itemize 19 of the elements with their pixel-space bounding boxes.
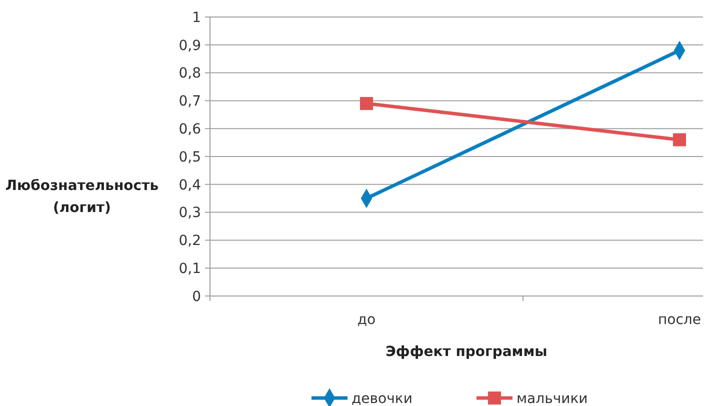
x-tick-label: до <box>357 312 376 328</box>
x-axis-title: Эффект программы <box>386 344 548 360</box>
y-tick-label: 0,2 <box>178 233 201 250</box>
y-tick-label: 0,8 <box>178 66 201 82</box>
y-tick-label: 0,9 <box>178 38 201 54</box>
point <box>672 133 686 146</box>
x-tick-label: после <box>658 312 701 328</box>
y-tick-label: 0 <box>192 288 201 305</box>
y-tick-label: 0,5 <box>178 149 201 166</box>
y-axis-title: Любознательность (логит) <box>5 178 159 216</box>
legend-label: мальчики <box>516 390 588 406</box>
y-tick-label: 0,3 <box>178 205 201 222</box>
y-tick-label: 1 <box>192 10 201 26</box>
y-tick-label: 0,1 <box>178 261 201 277</box>
legend-label: девочки <box>352 390 412 406</box>
y-tick-label: 0,4 <box>178 177 202 194</box>
y-tick-label: 0,6 <box>178 122 202 138</box>
y-tick-label: 0,7 <box>178 94 201 110</box>
point <box>360 96 374 110</box>
